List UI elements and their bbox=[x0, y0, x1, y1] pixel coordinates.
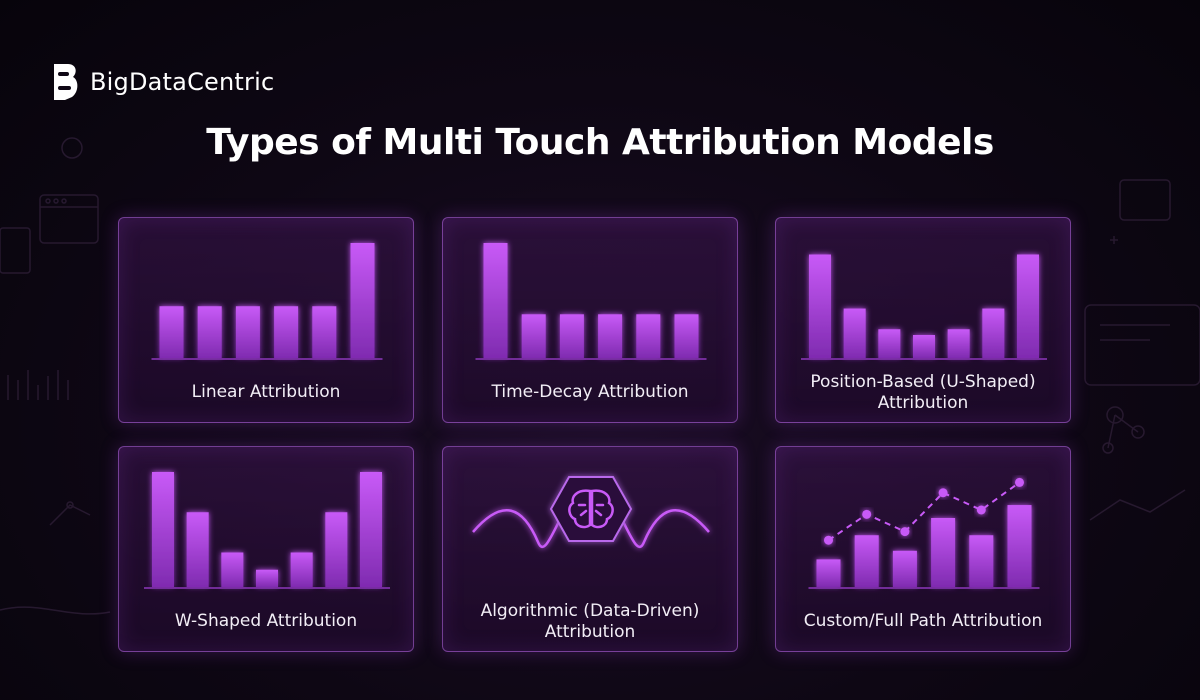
trend-point-3 bbox=[900, 527, 910, 537]
linear-bars-visual bbox=[151, 243, 383, 360]
trend-point-1 bbox=[824, 535, 833, 545]
bar-4 bbox=[913, 335, 935, 358]
bar-2 bbox=[854, 535, 879, 587]
card-label: Algorithmic (Data-Driven) Attribution bbox=[480, 601, 700, 642]
bar-4 bbox=[256, 569, 278, 587]
brand-logo-icon bbox=[54, 64, 78, 100]
custom-path-visual bbox=[808, 477, 1040, 589]
trend-point-2 bbox=[862, 509, 872, 519]
page-title: Types of Multi Touch Attribution Models bbox=[206, 122, 994, 163]
bar-1 bbox=[483, 243, 508, 358]
trend-point-5 bbox=[976, 505, 986, 515]
bar-7 bbox=[360, 472, 382, 587]
bar-6 bbox=[982, 308, 1005, 358]
bar-6 bbox=[325, 512, 348, 587]
trend-point-4 bbox=[938, 488, 948, 498]
trend-line bbox=[827, 481, 1021, 542]
bar-6 bbox=[674, 314, 699, 358]
bar-3 bbox=[878, 329, 901, 358]
card-time-decay-attribution: Time-Decay Attribution bbox=[442, 217, 738, 423]
card-label: Linear Attribution bbox=[191, 382, 341, 402]
bar-5 bbox=[947, 329, 970, 358]
card-position-based-attribution: Position-Based (U-Shaped) Attribution bbox=[775, 217, 1071, 423]
bar-3 bbox=[559, 314, 584, 358]
bar-1 bbox=[809, 254, 831, 358]
bar-2 bbox=[186, 512, 209, 587]
card-label: Custom/Full Path Attribution bbox=[803, 611, 1043, 631]
bar-2 bbox=[197, 306, 222, 358]
card-label: W-Shaped Attribution bbox=[174, 611, 358, 631]
bar-5 bbox=[969, 535, 994, 587]
bar-4 bbox=[931, 518, 956, 587]
bar-5 bbox=[312, 306, 337, 358]
bar-3 bbox=[235, 306, 260, 358]
card-algorithmic-attribution: Algorithmic (Data-Driven) Attribution bbox=[442, 446, 738, 652]
bar-3 bbox=[892, 550, 917, 587]
bar-1 bbox=[152, 472, 174, 587]
bar-7 bbox=[1017, 254, 1039, 358]
bar-4 bbox=[598, 314, 623, 358]
bar-2 bbox=[521, 314, 546, 358]
algorithmic-visual bbox=[472, 476, 710, 548]
bar-5 bbox=[636, 314, 661, 358]
trend-point-6 bbox=[1015, 477, 1024, 487]
brain-icon bbox=[568, 489, 614, 529]
u-shaped-bars-visual bbox=[801, 254, 1047, 360]
card-custom-full-path-attribution: Custom/Full Path Attribution bbox=[775, 446, 1071, 652]
brand: BigDataCentric bbox=[50, 62, 274, 102]
bar-1 bbox=[816, 559, 841, 587]
bar-6 bbox=[1007, 505, 1032, 587]
card-label: Position-Based (U-Shaped) Attribution bbox=[810, 372, 1036, 413]
brand-name: BigDataCentric bbox=[90, 68, 275, 96]
time-decay-bars-visual bbox=[475, 243, 707, 360]
bar-6 bbox=[350, 243, 375, 358]
bar-3 bbox=[221, 552, 244, 587]
bar-5 bbox=[290, 552, 313, 587]
card-linear-attribution: Linear Attribution bbox=[118, 217, 414, 423]
w-shaped-bars-visual bbox=[144, 472, 390, 589]
card-w-shaped-attribution: W-Shaped Attribution bbox=[118, 446, 414, 652]
bar-4 bbox=[274, 306, 299, 358]
card-label: Time-Decay Attribution bbox=[491, 382, 689, 402]
bar-2 bbox=[843, 308, 866, 358]
bar-1 bbox=[159, 306, 184, 358]
